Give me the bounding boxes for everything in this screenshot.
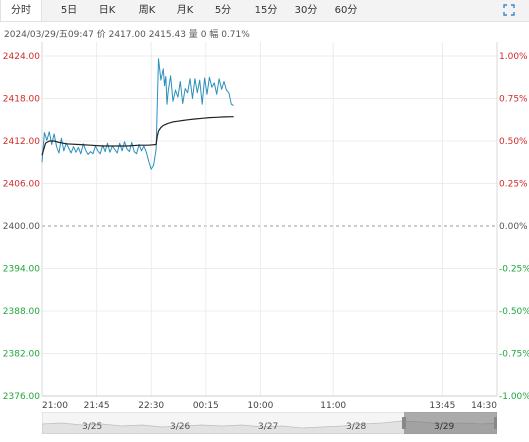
y-percent-tick-label: -0.50% <box>499 307 529 317</box>
period-tabs: 分时 5日 日K 周K 月K 5分 15分 30分 60分 <box>0 0 529 22</box>
tab-5day[interactable]: 5日 <box>60 5 78 16</box>
volume-value: 0 <box>200 30 207 40</box>
y-tick-label: 2406.00 <box>3 180 40 190</box>
tab-weekly-k[interactable]: 周K <box>138 5 156 16</box>
fullscreen-icon[interactable] <box>503 4 515 16</box>
y-percent-tick-label: -0.75% <box>499 350 529 360</box>
y-percent-tick-label: 0.00% <box>499 222 528 232</box>
tab-5min[interactable]: 5分 <box>214 5 232 16</box>
x-tick-label: 21:00 <box>42 401 68 411</box>
y-tick-label: 2376.00 <box>3 392 40 402</box>
x-tick-label: 14:30 <box>471 401 497 411</box>
navigator-left-handle[interactable] <box>402 417 406 429</box>
quote-datetime: 2024/03/29/五09:47 <box>4 30 94 40</box>
tab-monthly-k[interactable]: 月K <box>176 5 194 16</box>
y-percent-tick-label: 0.25% <box>499 180 528 190</box>
chart-series <box>41 58 234 170</box>
range-navigator[interactable]: 3/25 3/26 3/27 3/28 3/29 <box>42 412 497 434</box>
y-tick-label: 2400.00 <box>3 222 40 232</box>
y-tick-label: 2424.00 <box>3 52 40 62</box>
tab-daily-k[interactable]: 日K <box>98 5 116 16</box>
navigator-label: 3/28 <box>346 422 366 432</box>
x-tick-label: 11:00 <box>320 401 346 411</box>
average-series-line <box>41 116 234 156</box>
y-percent-tick-label: 1.00% <box>499 52 528 62</box>
y-percent-tick-label: 0.50% <box>499 137 528 147</box>
navigator-label: 3/25 <box>82 422 102 432</box>
y-percent-tick-label: -1.00% <box>499 392 529 402</box>
x-tick-label: 10:00 <box>247 401 273 411</box>
navigator-right-handle[interactable] <box>494 417 497 429</box>
current-price: 2417.00 <box>108 30 146 40</box>
y-tick-label: 2412.00 <box>3 137 40 147</box>
x-tick-label: 22:30 <box>138 401 164 411</box>
tab-intraday[interactable]: 分时 <box>0 0 42 21</box>
navigator-label: 3/27 <box>258 422 278 432</box>
navigator-label: 3/29 <box>434 422 454 432</box>
right-percent-axis: 1.00% 0.75% 0.50% 0.25% 0.00% -0.25% -0.50% -0.… <box>499 52 529 402</box>
intraday-chart: 2424.00 2418.00 2412.00 2406.00 2400.00 2394.… <box>3 42 529 411</box>
y-percent-tick-label: 0.75% <box>499 95 528 105</box>
navigator-selection[interactable] <box>404 412 497 434</box>
tab-30min[interactable]: 30分 <box>294 5 318 16</box>
price-series-line <box>41 58 234 170</box>
y-percent-tick-label: -0.25% <box>499 265 529 275</box>
change-value: 0.71% <box>221 30 250 40</box>
left-price-axis: 2424.00 2418.00 2412.00 2406.00 2400.00 2394.… <box>3 52 40 402</box>
quote-info-bar: 2024/03/29/五09:47 价 2417.00 2415.43 量 0 … <box>4 27 250 40</box>
x-tick-label: 21:45 <box>84 401 110 411</box>
price-label: 价 <box>96 30 106 40</box>
y-tick-label: 2394.00 <box>3 265 40 275</box>
chart-grid <box>41 42 498 397</box>
tab-60min[interactable]: 60分 <box>334 5 358 16</box>
tab-15min[interactable]: 15分 <box>254 5 278 16</box>
x-tick-label: 00:15 <box>193 401 219 411</box>
volume-label: 量 <box>188 30 198 40</box>
navigator-label: 3/26 <box>170 422 190 432</box>
x-tick-label: 13:45 <box>429 401 455 411</box>
change-label: 幅 <box>209 30 219 40</box>
y-tick-label: 2388.00 <box>3 307 40 317</box>
y-tick-label: 2382.00 <box>3 350 40 360</box>
time-axis: 21:00 21:45 22:30 00:15 10:00 11:00 13:45 14:30 <box>42 401 497 411</box>
y-tick-label: 2418.00 <box>3 95 40 105</box>
average-price: 2415.43 <box>148 30 186 40</box>
